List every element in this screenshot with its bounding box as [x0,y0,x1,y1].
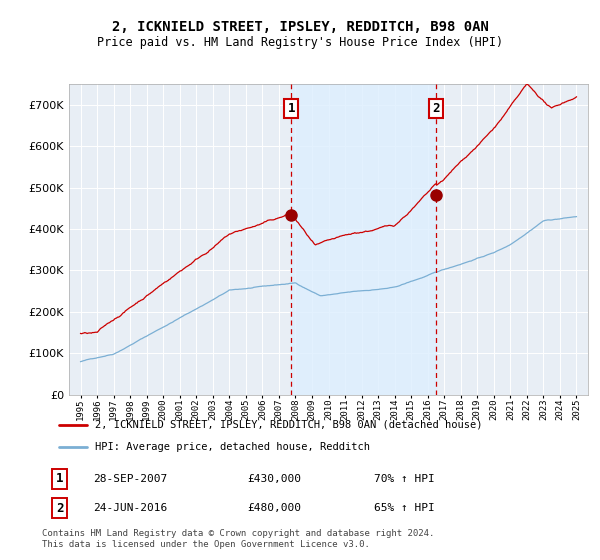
Bar [292,84,436,395]
Text: £480,000: £480,000 [248,503,302,514]
Text: 70% ↑ HPI: 70% ↑ HPI [373,474,434,484]
Text: 24-JUN-2016: 24-JUN-2016 [92,503,167,514]
Text: £430,000: £430,000 [248,474,302,484]
Text: 2, ICKNIELD STREET, IPSLEY, REDDITCH, B98 0AN (detached house): 2, ICKNIELD STREET, IPSLEY, REDDITCH, B9… [95,420,483,430]
Text: 65% ↑ HPI: 65% ↑ HPI [373,503,434,514]
Text: Contains HM Land Registry data © Crown copyright and database right 2024.
This d: Contains HM Land Registry data © Crown c… [42,529,434,549]
Text: 2: 2 [56,502,64,515]
Text: 1: 1 [56,473,64,486]
Text: 2, ICKNIELD STREET, IPSLEY, REDDITCH, B98 0AN: 2, ICKNIELD STREET, IPSLEY, REDDITCH, B9… [112,20,488,34]
Text: 28-SEP-2007: 28-SEP-2007 [92,474,167,484]
Text: Price paid vs. HM Land Registry's House Price Index (HPI): Price paid vs. HM Land Registry's House … [97,36,503,49]
Text: 1: 1 [287,102,295,115]
Text: HPI: Average price, detached house, Redditch: HPI: Average price, detached house, Redd… [95,441,370,451]
Text: 2: 2 [432,102,440,115]
